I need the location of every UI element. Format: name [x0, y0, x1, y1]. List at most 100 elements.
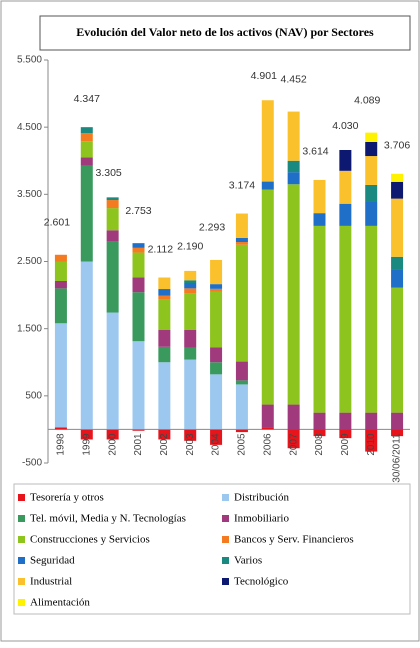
bar-segment [339, 203, 352, 226]
bar-segment [261, 404, 274, 428]
bar-segment [391, 173, 404, 182]
bar-segment [235, 242, 248, 245]
bar-segment [313, 225, 326, 413]
total-label: 4.030 [332, 120, 358, 132]
bar-segment [184, 359, 197, 430]
bar-segment [158, 295, 171, 300]
y-tick-label: -500 [22, 458, 42, 469]
bar-segment [132, 247, 145, 253]
legend-swatch [222, 557, 229, 564]
legend-label: Tel. móvil, Media y N. Tecnologías [30, 513, 186, 525]
legend-label: Tesorería y otros [30, 492, 104, 504]
x-tick-label: 2003 [185, 433, 196, 456]
bar-segment [106, 230, 119, 242]
bar-segment [391, 287, 404, 413]
bar-segment [184, 429, 197, 441]
bar-segment [261, 100, 274, 182]
chart-title: Evolución del Valor neto de los activos … [76, 25, 374, 39]
bar-segment [365, 141, 378, 157]
x-tick-label: 2005 [237, 433, 248, 456]
bar-segment [235, 237, 248, 243]
bar-segment [261, 181, 274, 190]
bar-segment [54, 288, 67, 324]
bar-segment [184, 330, 197, 348]
legend-label: Distribución [234, 492, 289, 504]
bar-segment [210, 259, 223, 285]
bar-segment [80, 429, 93, 440]
bar-segment [235, 213, 248, 238]
x-tick-label: 2010 [366, 433, 377, 456]
bar-segment [235, 361, 248, 381]
bar-segment [80, 165, 93, 262]
bar-segment [132, 252, 145, 278]
bar-segment [313, 429, 326, 437]
total-label: 2.190 [177, 241, 203, 253]
bar-segment [235, 380, 248, 385]
bar-segment [106, 200, 119, 209]
bar-segment [80, 133, 93, 142]
bar-segment [235, 384, 248, 430]
bar-segment [391, 181, 404, 199]
bar-segment [339, 170, 352, 204]
total-label: 3.706 [384, 140, 410, 152]
bar-segment [287, 172, 300, 185]
bar-segment [54, 323, 67, 428]
bar-segment [210, 288, 223, 292]
bar-segment [106, 208, 119, 231]
x-tick-label: 2009 [340, 433, 351, 456]
total-label: 4.452 [281, 73, 307, 85]
bar-segment [287, 111, 300, 161]
total-label: 2.601 [44, 217, 70, 229]
x-tick-label: 2007 [288, 433, 299, 456]
bar-segment [106, 429, 119, 440]
x-tick-label: 30/06/2011 [392, 433, 403, 483]
legend-label: Tecnológico [234, 576, 289, 588]
bar-segment [365, 201, 378, 226]
bar-segment [54, 261, 67, 281]
bar-segment [261, 427, 274, 430]
legend-label: Construcciones y Servicios [30, 534, 150, 546]
legend-swatch [18, 515, 25, 522]
bar-segment [106, 197, 119, 201]
bar-segment [184, 293, 197, 331]
bar-segment [339, 150, 352, 171]
bar-segment [391, 269, 404, 288]
bar-segment [210, 291, 223, 348]
bar-segment [391, 256, 404, 270]
x-tick-label: 2006 [262, 433, 273, 456]
total-label: 2.293 [199, 222, 225, 234]
bar-segment [261, 189, 274, 405]
bar-segment [132, 341, 145, 430]
x-tick-label: 2004 [211, 433, 222, 456]
legend-box [13, 483, 411, 615]
bar-segment [158, 277, 171, 290]
y-tick-label: 4.500 [17, 122, 42, 133]
bar-segment [313, 412, 326, 430]
legend-swatch [18, 599, 25, 606]
bar-segment [391, 198, 404, 257]
legend-swatch [222, 536, 229, 543]
bar-segment [132, 277, 145, 293]
bar-segment [184, 347, 197, 360]
bar-segment [54, 254, 67, 262]
legend-swatch [222, 515, 229, 522]
total-label: 4.347 [74, 93, 100, 105]
total-label: 2.753 [125, 205, 151, 217]
bar-segment [184, 280, 197, 283]
bar-segment [106, 312, 119, 430]
y-tick-label: 3.500 [17, 189, 42, 200]
legend-label: Alimentación [30, 597, 90, 609]
legend-label: Inmobiliario [234, 513, 289, 525]
bar-segment [365, 156, 378, 185]
total-label: 4.901 [251, 70, 277, 82]
legend-swatch [222, 494, 229, 501]
bar-segment [210, 374, 223, 430]
legend-label: Industrial [30, 576, 72, 588]
legend-label: Seguridad [30, 555, 75, 567]
bar-segment [210, 284, 223, 289]
bar-segment [80, 127, 93, 134]
legend-swatch [18, 536, 25, 543]
legend-swatch [18, 494, 25, 501]
bar-segment [210, 347, 223, 363]
